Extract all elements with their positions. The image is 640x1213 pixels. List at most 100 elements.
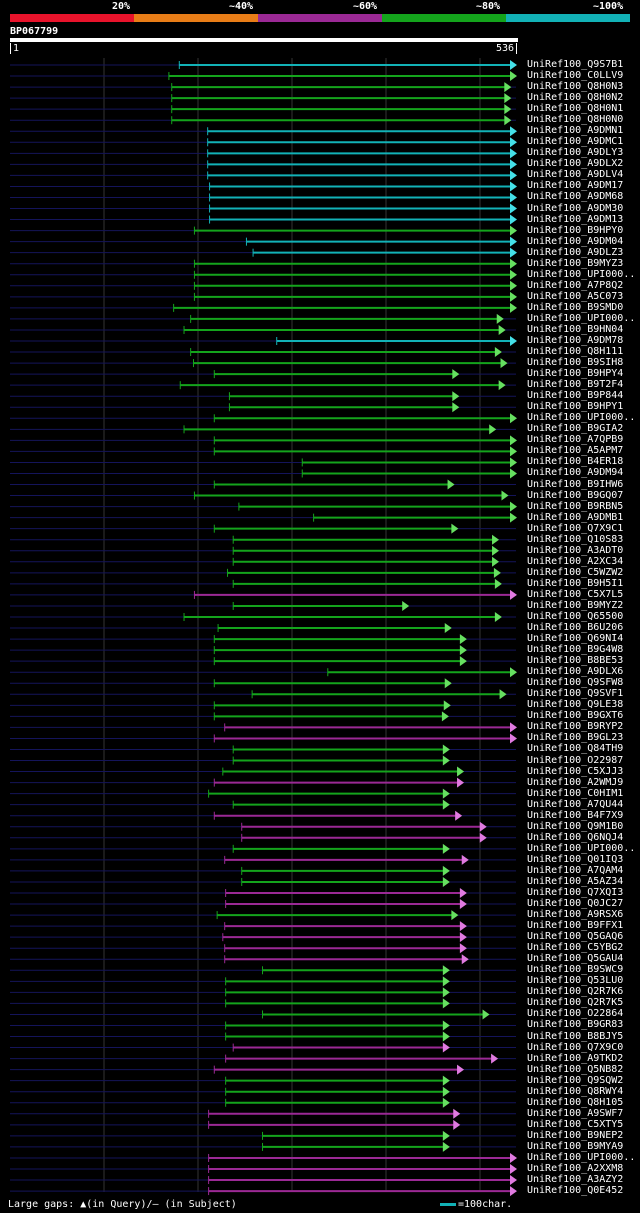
hit-label[interactable]: UniRef100_B9SWC9 xyxy=(527,964,624,976)
hit-label[interactable]: UniRef100_B9G4W8 xyxy=(527,644,624,656)
hit-label[interactable]: UniRef100_A9DM78 xyxy=(527,335,624,346)
hit-label[interactable]: UniRef100_A9DM68 xyxy=(527,191,624,203)
hit-label[interactable]: UniRef100_C0LLV9 xyxy=(527,70,624,82)
hit-label[interactable]: UniRef100_Q01IQ3 xyxy=(527,853,624,865)
hit-label[interactable]: UniRef100_UPI000.. xyxy=(527,842,636,854)
hit-label[interactable]: UniRef100_Q8H111 xyxy=(527,346,624,358)
hit-label[interactable]: UniRef100_C5WZW2 xyxy=(527,566,624,578)
hit-label[interactable]: UniRef100_A2XXM8 xyxy=(527,1163,624,1174)
hit-label[interactable]: UniRef100_C5XTY5 xyxy=(527,1118,624,1130)
hit-label[interactable]: UniRef100_Q7X9C0 xyxy=(527,1041,624,1053)
hit-label[interactable]: UniRef100_B9GQ07 xyxy=(527,489,624,501)
hit-label[interactable]: UniRef100_C5YBG2 xyxy=(527,942,624,954)
hit-label[interactable]: UniRef100_A5APM7 xyxy=(527,445,624,457)
hit-label[interactable]: UniRef100_A3ADT0 xyxy=(527,544,624,556)
hit-label[interactable]: UniRef100_B9SIH8 xyxy=(527,357,624,369)
hit-label[interactable]: UniRef100_A9DLX2 xyxy=(527,158,624,170)
hit-label[interactable]: UniRef100_Q2R7K6 xyxy=(527,986,624,998)
hit-label[interactable]: UniRef100_B9SMD0 xyxy=(527,301,624,313)
hit-label[interactable]: UniRef100_Q2R7K5 xyxy=(527,997,624,1009)
hit-label[interactable]: UniRef100_B9GIA2 xyxy=(527,423,624,435)
hit-label[interactable]: UniRef100_A2WMJ9 xyxy=(527,776,624,788)
hit-label[interactable]: UniRef100_A9DM94 xyxy=(527,467,624,479)
hit-label[interactable]: UniRef100_Q69NI4 xyxy=(527,633,624,645)
hit-label[interactable]: UniRef100_Q5GAQ6 xyxy=(527,931,624,943)
hit-label[interactable]: UniRef100_Q84TH9 xyxy=(527,743,624,755)
hit-label[interactable]: UniRef100_Q9M1B0 xyxy=(527,820,624,832)
hit-label[interactable]: UniRef100_A9DM17 xyxy=(527,180,624,192)
hit-label[interactable]: UniRef100_B9HN04 xyxy=(527,323,624,335)
hit-label[interactable]: UniRef100_C0HIM1 xyxy=(527,787,624,799)
hit-label[interactable]: UniRef100_C5X7L5 xyxy=(527,588,624,600)
hit-label[interactable]: UniRef100_C5XJJ3 xyxy=(527,765,624,777)
hit-label[interactable]: UniRef100_B4F7X9 xyxy=(527,809,624,821)
hit-label[interactable]: UniRef100_A9DM30 xyxy=(527,202,624,214)
hit-label[interactable]: UniRef100_UPI000.. xyxy=(527,312,636,324)
hit-label[interactable]: UniRef100_A9TKD2 xyxy=(527,1052,624,1064)
hit-label[interactable]: UniRef100_Q0E452 xyxy=(527,1185,624,1197)
hit-label[interactable]: UniRef100_Q8H0N2 xyxy=(527,92,624,104)
hit-label[interactable]: UniRef100_Q7X9C1 xyxy=(527,522,624,534)
hit-label[interactable]: UniRef100_Q9S7B1 xyxy=(527,59,624,70)
hit-label[interactable]: UniRef100_Q9SVF1 xyxy=(527,688,624,700)
hit-label[interactable]: UniRef100_B6U206 xyxy=(527,622,624,634)
hit-label[interactable]: UniRef100_B4ER18 xyxy=(527,456,624,468)
hit-label[interactable]: UniRef100_B9P844 xyxy=(527,390,624,402)
hit-label[interactable]: UniRef100_A7QAM4 xyxy=(527,864,624,876)
hit-label[interactable]: UniRef100_A9DM04 xyxy=(527,235,624,247)
hit-label[interactable]: UniRef100_Q65500 xyxy=(527,611,624,622)
hit-label[interactable]: UniRef100_A9DMN1 xyxy=(527,125,624,137)
hit-label[interactable]: UniRef100_Q7XQI3 xyxy=(527,887,624,898)
hit-label[interactable]: UniRef100_A9DMC1 xyxy=(527,136,624,148)
hit-label[interactable]: UniRef100_B9MYZ3 xyxy=(527,257,624,269)
hit-label[interactable]: UniRef100_Q8H0N3 xyxy=(527,81,624,93)
hit-label[interactable]: UniRef100_B9RYP2 xyxy=(527,721,624,733)
hit-label[interactable]: UniRef100_UPI000.. xyxy=(527,268,636,280)
hit-label[interactable]: UniRef100_A5C073 xyxy=(527,290,624,302)
hit-label[interactable]: UniRef100_A9DLX6 xyxy=(527,666,624,678)
hit-label[interactable]: UniRef100_Q5NB82 xyxy=(527,1063,624,1075)
hit-label[interactable]: UniRef100_A5AZ34 xyxy=(527,875,624,887)
hit-label[interactable]: UniRef100_A3AZY2 xyxy=(527,1174,624,1186)
hit-label[interactable]: UniRef100_Q0JC27 xyxy=(527,898,624,910)
hit-label[interactable]: UniRef100_A9SWF7 xyxy=(527,1107,624,1119)
hit-label[interactable]: UniRef100_B9MYA9 xyxy=(527,1140,624,1152)
hit-label[interactable]: UniRef100_UPI000.. xyxy=(527,1151,636,1163)
hit-label[interactable]: UniRef100_Q8RWY4 xyxy=(527,1085,624,1097)
hit-label[interactable]: UniRef100_B9HPY0 xyxy=(527,224,624,236)
hit-label[interactable]: UniRef100_Q53LU0 xyxy=(527,975,624,987)
hit-label[interactable]: UniRef100_B9T2F4 xyxy=(527,379,624,391)
hit-label[interactable]: UniRef100_A9RSX6 xyxy=(527,909,624,921)
hit-label[interactable]: UniRef100_O22987 xyxy=(527,754,624,766)
hit-label[interactable]: UniRef100_A9DLZ3 xyxy=(527,246,624,258)
hit-label[interactable]: UniRef100_B9MYZ2 xyxy=(527,599,624,611)
hit-label[interactable]: UniRef100_B9HPY1 xyxy=(527,401,624,413)
hit-label[interactable]: UniRef100_A7QU44 xyxy=(527,798,624,810)
hit-label[interactable]: UniRef100_A7QPB9 xyxy=(527,434,624,446)
hit-label[interactable]: UniRef100_Q5GAU4 xyxy=(527,953,624,965)
hit-label[interactable]: UniRef100_A9DMB1 xyxy=(527,511,624,523)
hit-label[interactable]: UniRef100_Q10S83 xyxy=(527,533,624,545)
hit-label[interactable]: UniRef100_Q9SQW2 xyxy=(527,1074,624,1086)
hit-label[interactable]: UniRef100_A9DLY3 xyxy=(527,147,624,159)
hit-label[interactable]: UniRef100_B9GR83 xyxy=(527,1019,624,1031)
hit-label[interactable]: UniRef100_B9IHW6 xyxy=(527,478,624,490)
hit-label[interactable]: UniRef100_Q9LE38 xyxy=(527,699,624,711)
hit-label[interactable]: UniRef100_O22864 xyxy=(527,1008,624,1020)
hit-label[interactable]: UniRef100_A2XC34 xyxy=(527,555,624,567)
hit-label[interactable]: UniRef100_B9GXT6 xyxy=(527,710,624,722)
hit-label[interactable]: UniRef100_Q9SFW8 xyxy=(527,677,624,689)
hit-label[interactable]: UniRef100_B9NEP2 xyxy=(527,1129,624,1141)
hit-label[interactable]: UniRef100_B9H5I1 xyxy=(527,577,624,589)
hit-label[interactable]: UniRef100_B8BE53 xyxy=(527,655,624,667)
hit-label[interactable]: UniRef100_Q8H105 xyxy=(527,1096,624,1108)
hit-label[interactable]: UniRef100_Q8H0N1 xyxy=(527,103,624,115)
hit-label[interactable]: UniRef100_A7P8Q2 xyxy=(527,279,624,291)
hit-label[interactable]: UniRef100_UPI000.. xyxy=(527,412,636,424)
hit-label[interactable]: UniRef100_A9DM13 xyxy=(527,213,624,225)
hit-label[interactable]: UniRef100_B9GL23 xyxy=(527,732,624,744)
hit-label[interactable]: UniRef100_B9HPY4 xyxy=(527,368,624,380)
hit-label[interactable]: UniRef100_Q6NQJ4 xyxy=(527,831,624,843)
hit-label[interactable]: UniRef100_B9RBN5 xyxy=(527,500,624,512)
hit-label[interactable]: UniRef100_B9FFX1 xyxy=(527,920,624,932)
